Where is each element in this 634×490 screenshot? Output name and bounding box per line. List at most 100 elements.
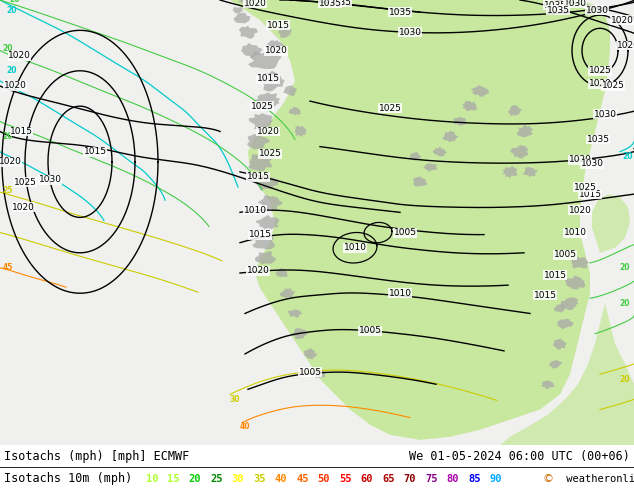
Text: 1020: 1020 bbox=[264, 46, 287, 55]
Polygon shape bbox=[560, 297, 578, 310]
Text: 40: 40 bbox=[275, 474, 287, 484]
Polygon shape bbox=[517, 124, 533, 137]
Polygon shape bbox=[239, 0, 252, 3]
Text: Isotachs (mph) [mph] ECMWF: Isotachs (mph) [mph] ECMWF bbox=[4, 450, 190, 464]
Text: 1005: 1005 bbox=[299, 368, 321, 377]
Text: 85: 85 bbox=[469, 474, 481, 484]
Polygon shape bbox=[283, 85, 297, 97]
Polygon shape bbox=[548, 360, 562, 368]
Polygon shape bbox=[423, 164, 437, 172]
Text: 15: 15 bbox=[167, 474, 180, 484]
Polygon shape bbox=[410, 152, 422, 161]
Text: 20: 20 bbox=[10, 0, 20, 4]
Text: 1010: 1010 bbox=[344, 243, 366, 252]
Text: 1030: 1030 bbox=[39, 175, 61, 185]
Text: 20: 20 bbox=[189, 474, 201, 484]
Text: 45: 45 bbox=[3, 264, 13, 272]
Text: Isotachs 10m (mph): Isotachs 10m (mph) bbox=[4, 472, 133, 486]
Text: 1025: 1025 bbox=[588, 66, 611, 75]
Text: 1010: 1010 bbox=[243, 206, 266, 215]
Text: 20: 20 bbox=[620, 299, 630, 308]
Polygon shape bbox=[523, 167, 538, 177]
Text: 1025: 1025 bbox=[250, 101, 273, 111]
Polygon shape bbox=[500, 303, 634, 445]
Polygon shape bbox=[508, 105, 522, 116]
Text: 1005: 1005 bbox=[394, 228, 417, 237]
Text: 1025: 1025 bbox=[602, 81, 624, 91]
Polygon shape bbox=[248, 51, 281, 69]
Text: 1015: 1015 bbox=[247, 172, 269, 181]
Text: 1030: 1030 bbox=[593, 110, 616, 119]
Text: 20: 20 bbox=[620, 375, 630, 384]
Text: 1020: 1020 bbox=[4, 81, 27, 91]
Polygon shape bbox=[313, 370, 327, 378]
Text: 1020: 1020 bbox=[569, 206, 592, 215]
Polygon shape bbox=[259, 71, 285, 91]
Polygon shape bbox=[234, 13, 250, 24]
Text: 1025: 1025 bbox=[13, 177, 36, 187]
Text: 1015: 1015 bbox=[249, 230, 271, 239]
Text: 10: 10 bbox=[146, 474, 158, 484]
Text: 1015: 1015 bbox=[533, 291, 557, 300]
Text: 1035: 1035 bbox=[543, 0, 567, 10]
Text: 80: 80 bbox=[447, 474, 459, 484]
Polygon shape bbox=[255, 251, 276, 265]
Text: 1020: 1020 bbox=[8, 51, 31, 60]
Polygon shape bbox=[252, 236, 275, 249]
Text: 1005: 1005 bbox=[358, 326, 382, 335]
Text: 1035: 1035 bbox=[318, 0, 342, 7]
Polygon shape bbox=[541, 380, 555, 389]
Text: 1010: 1010 bbox=[564, 228, 586, 237]
Text: 90: 90 bbox=[489, 474, 502, 484]
Text: ©: © bbox=[543, 474, 553, 484]
Text: 1020: 1020 bbox=[257, 127, 280, 136]
Text: weatheronline.co.uk: weatheronline.co.uk bbox=[560, 474, 634, 484]
Text: 1030: 1030 bbox=[586, 5, 609, 15]
Polygon shape bbox=[565, 275, 585, 290]
Text: 1035: 1035 bbox=[328, 0, 351, 6]
Text: 1030: 1030 bbox=[399, 28, 422, 37]
Text: 1020: 1020 bbox=[611, 16, 633, 24]
Text: 25: 25 bbox=[210, 474, 223, 484]
Polygon shape bbox=[453, 117, 467, 126]
Polygon shape bbox=[288, 107, 301, 116]
Text: We 01-05-2024 06:00 UTC (00+06): We 01-05-2024 06:00 UTC (00+06) bbox=[409, 450, 630, 464]
Polygon shape bbox=[247, 134, 270, 149]
Text: 1030: 1030 bbox=[581, 159, 604, 168]
Text: 1020: 1020 bbox=[569, 155, 592, 164]
Text: 1025: 1025 bbox=[378, 104, 401, 113]
Text: 1015: 1015 bbox=[266, 21, 290, 30]
Polygon shape bbox=[239, 25, 258, 39]
Polygon shape bbox=[291, 328, 308, 339]
Text: 1035: 1035 bbox=[547, 5, 569, 15]
Polygon shape bbox=[413, 176, 427, 187]
Text: 1015: 1015 bbox=[543, 270, 567, 279]
Text: 1015: 1015 bbox=[10, 127, 33, 136]
Text: 55: 55 bbox=[339, 474, 352, 484]
Text: 1020: 1020 bbox=[12, 203, 35, 212]
Polygon shape bbox=[553, 339, 567, 350]
Text: 1010: 1010 bbox=[389, 289, 411, 298]
Polygon shape bbox=[510, 145, 529, 159]
Text: 1015: 1015 bbox=[84, 147, 107, 156]
Polygon shape bbox=[233, 7, 243, 13]
Polygon shape bbox=[470, 85, 489, 97]
Polygon shape bbox=[252, 93, 280, 111]
Text: 1020: 1020 bbox=[0, 157, 22, 166]
Polygon shape bbox=[304, 348, 318, 360]
Text: 1030: 1030 bbox=[564, 0, 586, 7]
Polygon shape bbox=[571, 256, 589, 269]
Text: 25: 25 bbox=[3, 186, 13, 195]
Polygon shape bbox=[592, 194, 630, 253]
Polygon shape bbox=[254, 174, 278, 191]
Text: 45: 45 bbox=[296, 474, 309, 484]
Polygon shape bbox=[230, 0, 610, 440]
Text: 1015: 1015 bbox=[578, 190, 602, 198]
Text: 20: 20 bbox=[623, 152, 633, 161]
Text: 30: 30 bbox=[232, 474, 244, 484]
Text: 50: 50 bbox=[318, 474, 330, 484]
Text: 70: 70 bbox=[404, 474, 417, 484]
Text: 1020: 1020 bbox=[247, 267, 269, 275]
Text: 20: 20 bbox=[7, 5, 17, 15]
Text: 30: 30 bbox=[230, 395, 240, 404]
